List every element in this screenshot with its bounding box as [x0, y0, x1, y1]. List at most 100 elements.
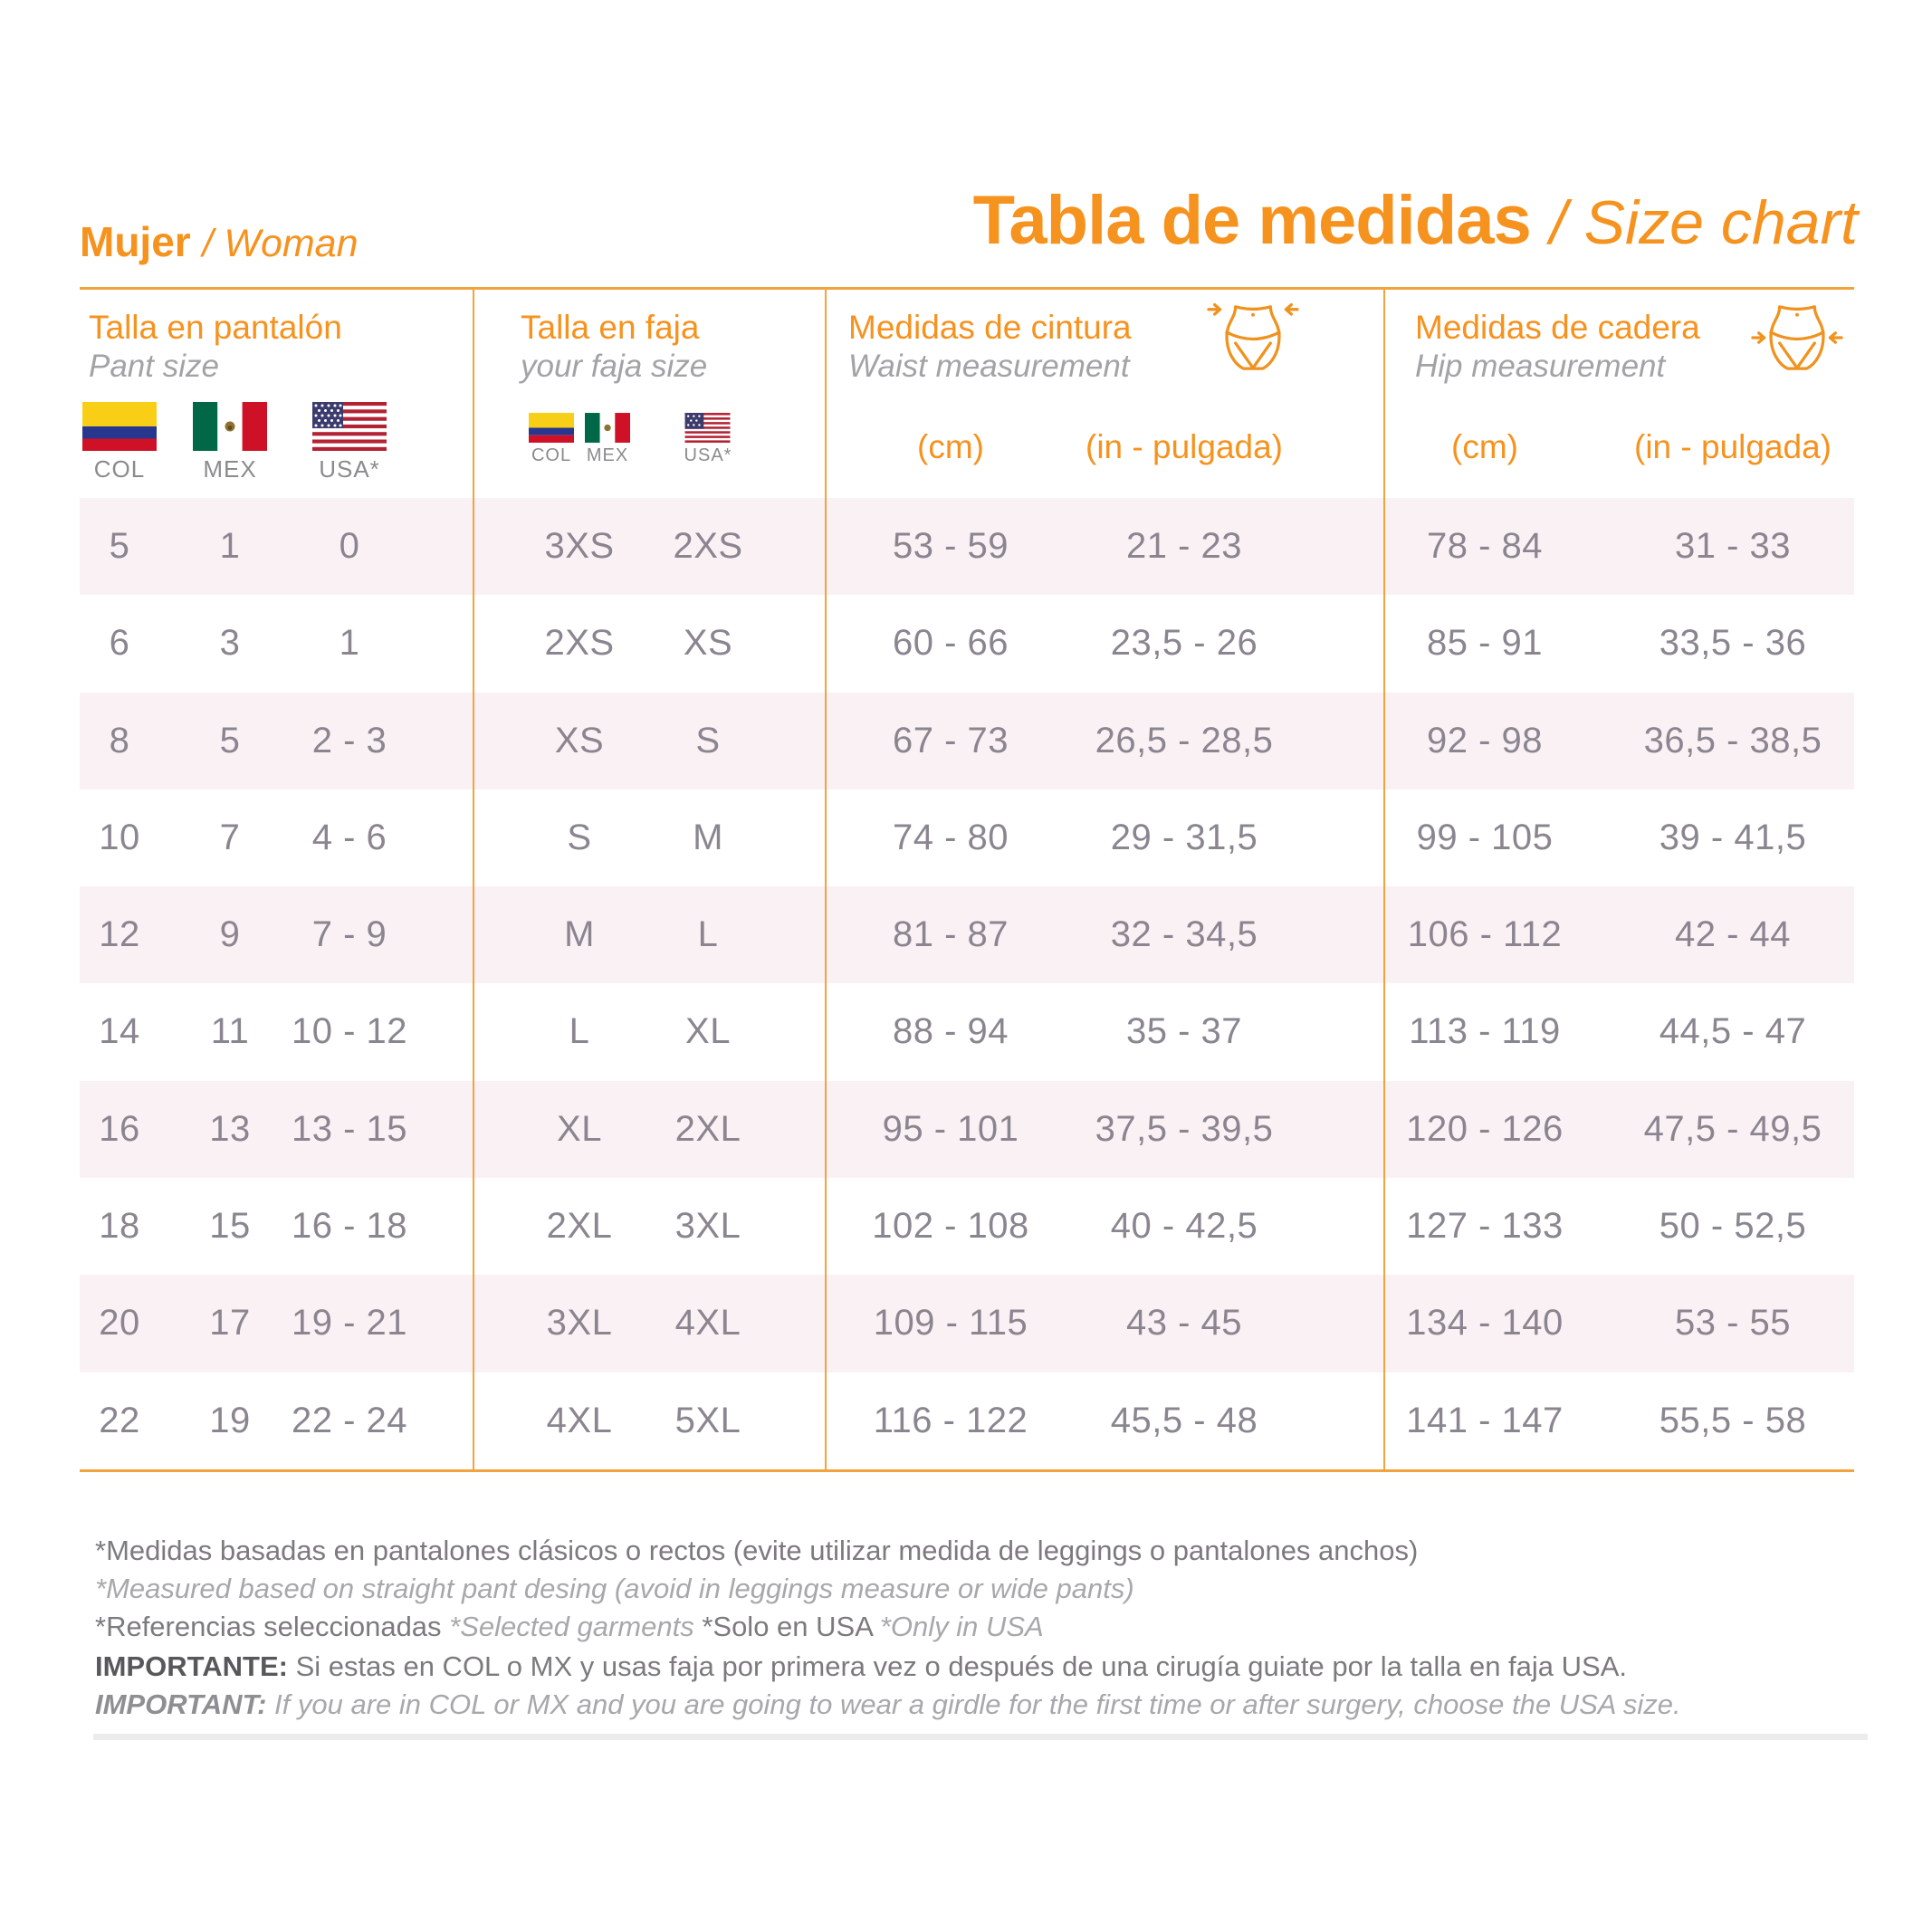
pant-size-mex: 19 [209, 1400, 251, 1440]
flag-mexico: MEX [193, 402, 267, 483]
important-label: IMPORTANT: [95, 1688, 267, 1720]
mexico-flag-icon [585, 413, 630, 443]
flag-label-mex: MEX [586, 445, 629, 465]
flag-colombia-small: COL [529, 413, 574, 466]
hip-in-value: 47,5 - 49,5 [1643, 1108, 1822, 1149]
faja-size-title-en: your faja size [521, 349, 708, 384]
header-faja-size: Talla en faja your faja size COL [473, 290, 826, 498]
footnote-measure-en: *Measured based on straight pant desing … [95, 1573, 1134, 1604]
waist-cm-value: 53 - 59 [892, 526, 1009, 566]
pant-size-mex: 7 [219, 817, 241, 857]
flag-colombia: COL [82, 402, 157, 483]
table-row: 18 15 16 - 18 2XL 3XL 102 - 108 40 - 42,… [80, 1178, 1854, 1275]
waist-in-value: 35 - 37 [1125, 1011, 1243, 1052]
flag-label-col: COL [93, 455, 146, 483]
hip-cm-value: 120 - 126 [1406, 1108, 1564, 1149]
pant-size-usa: 2 - 3 [311, 720, 387, 760]
pant-size-mex: 1 [219, 526, 241, 566]
waist-in-value: 21 - 23 [1125, 526, 1243, 566]
waist-cm-value: 116 - 122 [873, 1400, 1028, 1440]
pant-size-col: 16 [99, 1108, 140, 1149]
pant-size-usa: 10 - 12 [291, 1011, 408, 1052]
pant-size-title-es: Talla en pantalón [89, 309, 342, 346]
pant-size-mex: 3 [219, 623, 241, 664]
waist-unit-cm: (cm) [917, 428, 984, 465]
waist-cm-value: 74 - 80 [892, 817, 1009, 857]
table-row: 8 5 2 - 3 XS S 67 - 73 26,5 - 28,5 92 - … [80, 692, 1854, 789]
subject-en: / Woman [202, 222, 359, 265]
table-row: 5 1 0 3XS 2XS 53 - 59 21 - 23 78 - 84 31… [80, 498, 1854, 596]
faja-size-usa: XS [683, 623, 733, 664]
faja-size-col-mex: 3XS [544, 526, 615, 566]
page-title: Tabla de medidas / Size chart [973, 181, 1858, 260]
waist-in-value: 43 - 45 [1125, 1303, 1243, 1344]
hip-unit-in: (in - pulgada) [1633, 428, 1832, 465]
pant-size-col: 14 [99, 1011, 140, 1052]
pant-size-col: 22 [99, 1400, 140, 1440]
footnote-measure-es: *Medidas basadas en pantalones clásicos … [95, 1535, 1419, 1566]
hip-in-value: 39 - 41,5 [1659, 817, 1807, 857]
hip-in-value: 44,5 - 47 [1659, 1011, 1807, 1052]
column-divider [825, 290, 827, 1469]
header-pant-size: Talla en pantalón Pant size COL [80, 290, 473, 498]
header-hip: Medidas de cadera Hip measurement (cm) (… [1384, 290, 1854, 498]
footnote-refs-es: *Referencias seleccionadas [95, 1611, 450, 1642]
hip-in-value: 53 - 55 [1674, 1303, 1792, 1344]
title-es: Tabla de medidas [972, 182, 1532, 259]
faja-size-col-mex: M [564, 914, 595, 955]
pant-size-col: 8 [109, 720, 130, 760]
waist-in-value: 23,5 - 26 [1110, 623, 1258, 664]
faja-size-usa: 2XL [674, 1108, 741, 1149]
table-header: Talla en pantalón Pant size COL [80, 290, 1854, 498]
usa-flag-icon [685, 413, 731, 443]
pant-size-mex: 11 [210, 1011, 250, 1052]
important-text: If you are in COL or MX and you are goin… [266, 1688, 1681, 1720]
table-row: 20 17 19 - 21 3XL 4XL 109 - 115 43 - 45 … [80, 1275, 1854, 1372]
table-row: 16 13 13 - 15 XL 2XL 95 - 101 37,5 - 39,… [80, 1080, 1854, 1179]
faja-size-col-mex: XS [554, 720, 605, 760]
importante-text: Si estas en COL o MX y usas faja por pri… [287, 1650, 1628, 1682]
colombia-flag-icon [82, 402, 157, 451]
waist-cm-value: 102 - 108 [872, 1206, 1029, 1247]
hip-cm-value: 92 - 98 [1426, 720, 1544, 760]
waist-cm-value: 81 - 87 [892, 914, 1009, 955]
flag-mexico-small: MEX [585, 413, 630, 466]
hip-in-value: 31 - 33 [1674, 526, 1792, 566]
pant-size-usa: 1 [339, 623, 360, 664]
pant-size-usa: 19 - 21 [291, 1303, 408, 1344]
title-en: / Size chart [1549, 188, 1858, 257]
pant-size-usa: 7 - 9 [311, 914, 387, 955]
faja-size-col-mex: 3XL [546, 1303, 613, 1344]
table-row: 14 11 10 - 12 L XL 88 - 94 35 - 37 113 -… [80, 983, 1854, 1080]
table-row: 6 3 1 2XS XS 60 - 66 23,5 - 26 85 - 91 3… [80, 595, 1854, 692]
waist-title-es: Medidas de cintura [848, 309, 1132, 346]
waist-in-value: 32 - 34,5 [1110, 914, 1258, 955]
column-divider [1383, 290, 1385, 1469]
footnote-solo-es: *Solo en USA [702, 1611, 880, 1642]
pant-size-mex: 15 [209, 1206, 251, 1247]
hip-cm-value: 141 - 147 [1406, 1400, 1564, 1440]
faja-size-usa: 4XL [674, 1303, 741, 1344]
faja-size-col-mex: 4XL [546, 1400, 613, 1440]
hip-in-value: 42 - 44 [1674, 914, 1792, 955]
pant-size-usa: 22 - 24 [291, 1400, 408, 1440]
footnote-references: *Referencias seleccionadas *Selected gar… [95, 1610, 1044, 1644]
faja-size-usa: 5XL [674, 1400, 741, 1440]
hip-cm-value: 99 - 105 [1416, 817, 1554, 857]
faja-size-col-mex: S [567, 817, 592, 857]
pant-size-mex: 17 [209, 1303, 251, 1344]
waist-cm-value: 88 - 94 [892, 1011, 1009, 1052]
hip-cm-value: 78 - 84 [1426, 526, 1544, 566]
pant-size-mex: 5 [219, 720, 241, 760]
hip-in-value: 33,5 - 36 [1659, 623, 1807, 664]
table-row: 10 7 4 - 6 S M 74 - 80 29 - 31,5 99 - 10… [80, 789, 1854, 886]
header-waist: Medidas de cintura Waist measurement (cm… [826, 290, 1384, 498]
hip-cm-value: 85 - 91 [1426, 623, 1544, 664]
waist-in-value: 37,5 - 39,5 [1095, 1108, 1274, 1149]
flag-label-col: COL [531, 445, 572, 465]
waist-cm-value: 109 - 115 [873, 1303, 1028, 1344]
pant-size-col: 20 [99, 1303, 140, 1344]
hip-cm-value: 134 - 140 [1406, 1303, 1564, 1344]
bottom-divider [93, 1734, 1868, 1740]
hip-measurement-icon [1751, 305, 1843, 370]
